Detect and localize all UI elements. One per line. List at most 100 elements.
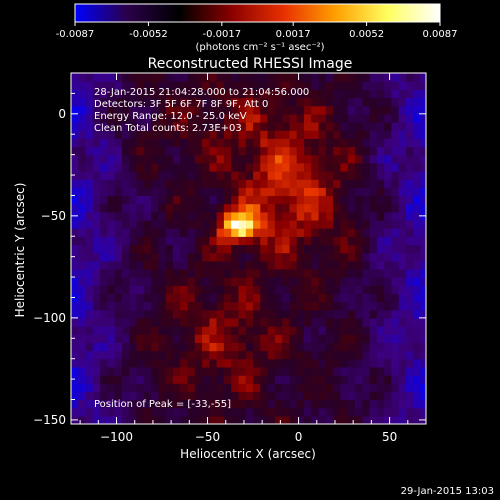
heatmap-cell (398, 244, 407, 254)
heatmap-cell (136, 203, 145, 213)
heatmap-cell (391, 366, 400, 376)
heatmap-cell (347, 154, 356, 164)
heatmap-cell (325, 277, 334, 286)
heatmap-cell (282, 203, 291, 213)
heatmap-cell (398, 383, 407, 392)
heatmap-cell (114, 228, 123, 237)
heatmap-cell (92, 375, 101, 384)
heatmap-cell (85, 252, 94, 262)
heatmap-cell (209, 146, 218, 156)
heatmap-cell (347, 171, 356, 180)
heatmap-cell (406, 73, 414, 82)
heatmap-cell (362, 219, 371, 229)
heatmap-cell (304, 326, 312, 335)
heatmap-cell (122, 366, 130, 376)
heatmap-cell (274, 407, 283, 417)
heatmap-cell (238, 171, 247, 180)
heatmap-cell (282, 146, 291, 156)
heatmap-cell (333, 309, 342, 319)
heatmap-cell (114, 317, 123, 327)
heatmap-cell (289, 268, 298, 278)
heatmap-cell (253, 236, 261, 246)
heatmap-cell (289, 122, 298, 131)
heatmap-cell (194, 122, 203, 131)
heatmap-cell (136, 179, 145, 188)
heatmap-cell (187, 358, 196, 368)
heatmap-cell (100, 244, 108, 254)
heatmap-cell (85, 73, 94, 82)
heatmap-cell (355, 195, 363, 205)
heatmap-cell (85, 293, 94, 303)
heatmap-cell (216, 358, 225, 368)
heatmap-cell (114, 244, 123, 254)
heatmap-cell (325, 187, 334, 197)
heatmap-cell (274, 195, 283, 205)
heatmap-cell (376, 383, 385, 392)
heatmap-cell (311, 73, 320, 82)
heatmap-cell (158, 285, 167, 294)
heatmap-cell (347, 252, 356, 262)
heatmap-cell (253, 407, 261, 417)
heatmap-cell (78, 252, 87, 262)
heatmap-cell (187, 244, 196, 254)
heatmap-cell (180, 162, 189, 172)
heatmap-cell (209, 301, 218, 311)
heatmap-cell (194, 211, 203, 221)
heatmap-cell (304, 211, 312, 221)
heatmap-cell (347, 407, 356, 417)
heatmap-cell (289, 203, 298, 213)
heatmap-cell (238, 285, 247, 294)
heatmap-cell (107, 317, 116, 327)
heatmap-cell (100, 122, 108, 131)
heatmap-cell (129, 105, 138, 115)
heatmap-cell (143, 195, 152, 205)
heatmap-cell (216, 171, 225, 180)
colorbar-unit-label: (photons cm⁻² s⁻¹ asec⁻²) (195, 42, 324, 53)
heatmap-cell (369, 260, 378, 270)
heatmap-cell (289, 260, 298, 270)
heatmap-cell (376, 252, 385, 262)
heatmap-cell (391, 130, 400, 139)
heatmap-cell (85, 122, 94, 131)
heatmap-cell (318, 268, 327, 278)
heatmap-cell (231, 399, 240, 409)
heatmap-cell (253, 179, 261, 188)
heatmap-cell (165, 317, 174, 327)
heatmap-cell (362, 383, 371, 392)
heatmap-cell (78, 317, 87, 327)
heatmap-cell (311, 187, 320, 197)
heatmap-cell (151, 350, 159, 360)
heatmap-cell (289, 105, 298, 115)
heatmap-cell (172, 89, 181, 99)
heatmap-cell (420, 187, 426, 197)
heatmap-cell (202, 358, 210, 368)
heatmap-cell (158, 244, 167, 254)
heatmap-cell (253, 154, 261, 164)
colorbar-tick-label: -0.0052 (129, 29, 168, 40)
heatmap-cell (267, 268, 276, 278)
heatmap-cell (391, 73, 400, 82)
heatmap-cell (420, 154, 426, 164)
heatmap-cell (274, 309, 283, 319)
heatmap-cell (296, 73, 305, 82)
heatmap-cell (369, 138, 378, 148)
heatmap-cell (216, 342, 225, 352)
heatmap-cell (413, 203, 422, 213)
heatmap-cell (267, 285, 276, 294)
heatmap-cell (100, 211, 108, 221)
heatmap-cell (194, 268, 203, 278)
heatmap-cell (209, 391, 218, 401)
heatmap-cell (143, 317, 152, 327)
heatmap-cell (311, 277, 320, 286)
heatmap-cell (209, 81, 218, 90)
heatmap-cell (391, 154, 400, 164)
heatmap-cell (362, 89, 371, 99)
heatmap-cell (296, 391, 305, 401)
heatmap-cell (347, 317, 356, 327)
heatmap-cell (78, 122, 87, 131)
heatmap-cell (180, 375, 189, 384)
heatmap-cell (100, 89, 108, 99)
heatmap-cell (209, 277, 218, 286)
heatmap-cell (384, 171, 392, 180)
heatmap-cell (223, 146, 232, 156)
